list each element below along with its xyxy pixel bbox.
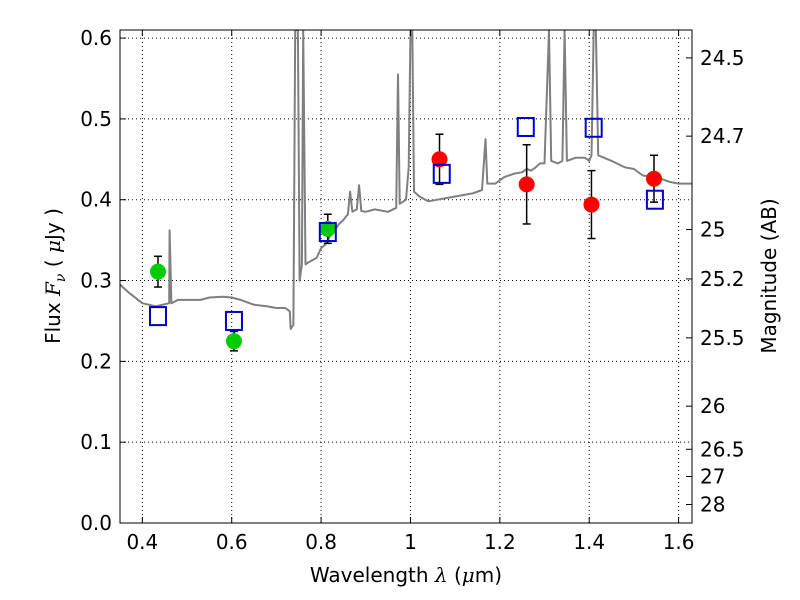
green-observed-point	[319, 220, 336, 237]
x-tick-label: 1.4	[573, 530, 605, 554]
x-tick-label: 1.6	[663, 530, 695, 554]
x-tick-label: 1.2	[484, 530, 516, 554]
red-observed-point	[583, 196, 600, 213]
y-tick-label: 0.1	[80, 430, 112, 454]
mag-tick-label: 25.5	[700, 326, 745, 350]
mag-tick-label: 28	[700, 492, 725, 516]
axis-ticks: 0.4 0.6 0.8 1 1.2 1.4 1.6 0.0 0.1 0.2 0.3 0.4 0.5 0.6…	[80, 26, 744, 554]
spectrum-path	[120, 30, 692, 330]
model-square-marker	[645, 189, 664, 210]
model-square-marker	[224, 310, 243, 331]
red-observed-point	[431, 151, 448, 168]
mag-tick-label: 26	[700, 394, 725, 418]
y-tick-label: 0.5	[80, 107, 112, 131]
mag-tick-label: 24.7	[700, 124, 745, 148]
plot-frame	[119, 29, 693, 524]
green-observed-point	[225, 333, 242, 350]
model-square-marker	[584, 117, 603, 138]
y-tick-label: 0.0	[80, 511, 112, 535]
model-square-marker	[318, 222, 337, 243]
mag-tick-label: 26.5	[700, 437, 745, 461]
mag-tick-label: 25	[700, 218, 725, 242]
y-tick-label: 0.4	[80, 188, 112, 212]
mag-tick-label: 27	[700, 464, 725, 488]
green-observed-point	[149, 263, 166, 280]
x-tick-label: 0.8	[305, 530, 337, 554]
model-square-marker	[148, 306, 167, 327]
x-tick-label: 0.4	[126, 530, 158, 554]
x-tick-label: 0.6	[216, 530, 248, 554]
red-observed-point	[646, 170, 663, 187]
x-axis-title: Wavelength λ (μm)	[310, 563, 502, 587]
y-tick-label: 0.3	[80, 269, 112, 293]
y-tick-label: 0.6	[80, 26, 112, 50]
y2-axis-title: Magnitude (AB)	[757, 198, 781, 353]
x-tick-label: 1	[404, 530, 417, 554]
data-markers	[148, 116, 664, 352]
mag-tick-label: 24.5	[700, 46, 745, 70]
grid-lines	[120, 30, 692, 524]
model-square-marker	[516, 116, 535, 137]
y-axis-title: Flux Fν ( μJy )	[41, 208, 69, 344]
y-tick-label: 0.2	[80, 349, 112, 373]
model-square-marker	[432, 163, 451, 184]
red-observed-point	[518, 176, 535, 193]
model-spectrum-line	[120, 30, 692, 330]
mag-tick-label: 25.2	[700, 267, 745, 291]
